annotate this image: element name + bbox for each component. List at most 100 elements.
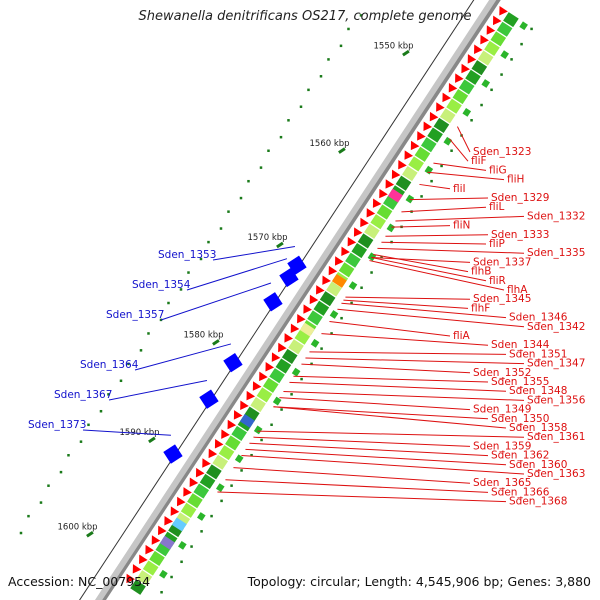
scale-dot [160, 590, 163, 594]
gene-block-highlight [159, 535, 175, 550]
forward-leader-line [279, 397, 471, 411]
forward-leader-line [233, 467, 471, 484]
gene-block [458, 79, 475, 95]
forward-gene-label: Sden_1361 [527, 431, 585, 443]
scale-dot [19, 531, 23, 535]
scale-dot [510, 58, 513, 61]
cds-forward-arrow [151, 535, 161, 545]
gene-block [187, 493, 203, 509]
cds-forward-arrow [271, 352, 281, 362]
scale-dot [190, 545, 193, 548]
cds-reverse-block [263, 292, 283, 312]
scale-dot [210, 514, 213, 518]
gc-block [197, 512, 206, 521]
forward-gene-label: Sden_1344 [491, 339, 550, 351]
scale-dot [119, 379, 123, 383]
cds-forward-arrow [183, 487, 192, 497]
accession-text: Accession: NC_007954 [8, 574, 151, 589]
scale-dot [520, 42, 523, 46]
gene-block [243, 406, 260, 422]
scale-dot [27, 514, 30, 518]
gene-block [250, 396, 266, 413]
scale-dot [360, 286, 363, 289]
forward-gene-label: fliH [507, 174, 524, 186]
gene-block [351, 243, 368, 259]
forward-leader-line [341, 302, 507, 319]
forward-gene-label: Sden_1332 [527, 210, 585, 222]
cds-reverse-block [279, 267, 299, 288]
gene-block [193, 483, 210, 499]
cds-forward-arrow [290, 323, 300, 334]
scale-dot [250, 453, 253, 457]
gene-block-highlight [239, 414, 255, 428]
scale-dot [339, 44, 343, 48]
gene-block [168, 522, 184, 538]
scale-dot [307, 88, 310, 92]
forward-leader-line [273, 406, 507, 429]
scale-dot [199, 257, 203, 261]
forward-gene-label: Sden_1362 [491, 450, 549, 462]
forward-leader-line [273, 406, 489, 420]
scale-dot [470, 119, 473, 122]
scale-dot [87, 423, 90, 427]
scale-dot [239, 196, 243, 200]
cds-forward-arrow [423, 121, 433, 131]
forward-gene-label: Sden_1360 [509, 459, 567, 471]
scale-dot [47, 484, 50, 487]
forward-leader-line [371, 257, 487, 282]
cds-forward-arrow [132, 564, 142, 574]
reverse-leader-line [134, 343, 232, 371]
gene-block-highlight [299, 322, 315, 337]
cds-forward-arrow [404, 150, 414, 160]
cds-forward-arrow [164, 516, 173, 526]
kbp-label: 1580 kbp [184, 331, 224, 341]
scale-dot [359, 14, 363, 17]
reverse-leader-line [82, 429, 171, 436]
cds-forward-arrow [158, 525, 167, 536]
forward-gene-label: Sden_1358 [509, 422, 567, 434]
scale-dot [219, 227, 223, 230]
kbp-tick [86, 531, 94, 538]
scale-dot [347, 27, 350, 31]
cds-forward-arrow [385, 179, 395, 189]
cds-forward-arrow [233, 410, 243, 420]
forward-gene-label: flhB [471, 266, 491, 278]
scale-dot [490, 88, 493, 92]
cds-forward-arrow [284, 333, 294, 343]
kbp-label: 1600 kbp [58, 522, 98, 532]
forward-leader-line [337, 308, 525, 328]
cds-forward-arrow [492, 15, 502, 26]
forward-leader-line [253, 436, 471, 447]
forward-gene-label: Sden_1352 [473, 367, 531, 379]
cds-forward-arrow [139, 554, 148, 564]
cds-forward-arrow [240, 400, 249, 410]
scale-dot [310, 362, 313, 366]
scale-dot [267, 149, 270, 153]
cds-forward-arrow [372, 198, 382, 208]
scale-dot [319, 75, 323, 78]
cds-forward-arrow [126, 573, 136, 584]
forward-gene-label: Sden_1347 [527, 358, 585, 370]
scale-dot [280, 408, 283, 411]
scale-dot [290, 393, 293, 396]
gene-block [496, 21, 513, 37]
forward-gene-label: fliA [453, 330, 471, 342]
gene-block [225, 435, 241, 451]
gene-block [269, 368, 285, 384]
kbp-tick [212, 339, 220, 346]
reverse-gene-label: Sden_1354 [132, 279, 191, 291]
cds-forward-arrow [436, 102, 445, 112]
kbp-tick [276, 241, 284, 249]
gc-block [159, 569, 168, 579]
forward-leader-line [395, 215, 525, 222]
scale-dot [227, 210, 230, 213]
cds-forward-arrow [499, 6, 508, 16]
cds-forward-arrow [214, 439, 224, 449]
gene-block [408, 156, 424, 172]
forward-leader-line [419, 183, 451, 190]
cds-forward-arrow [252, 381, 262, 391]
scale-dot [139, 349, 143, 352]
cds-forward-arrow [486, 25, 496, 35]
gene-block [370, 214, 387, 230]
